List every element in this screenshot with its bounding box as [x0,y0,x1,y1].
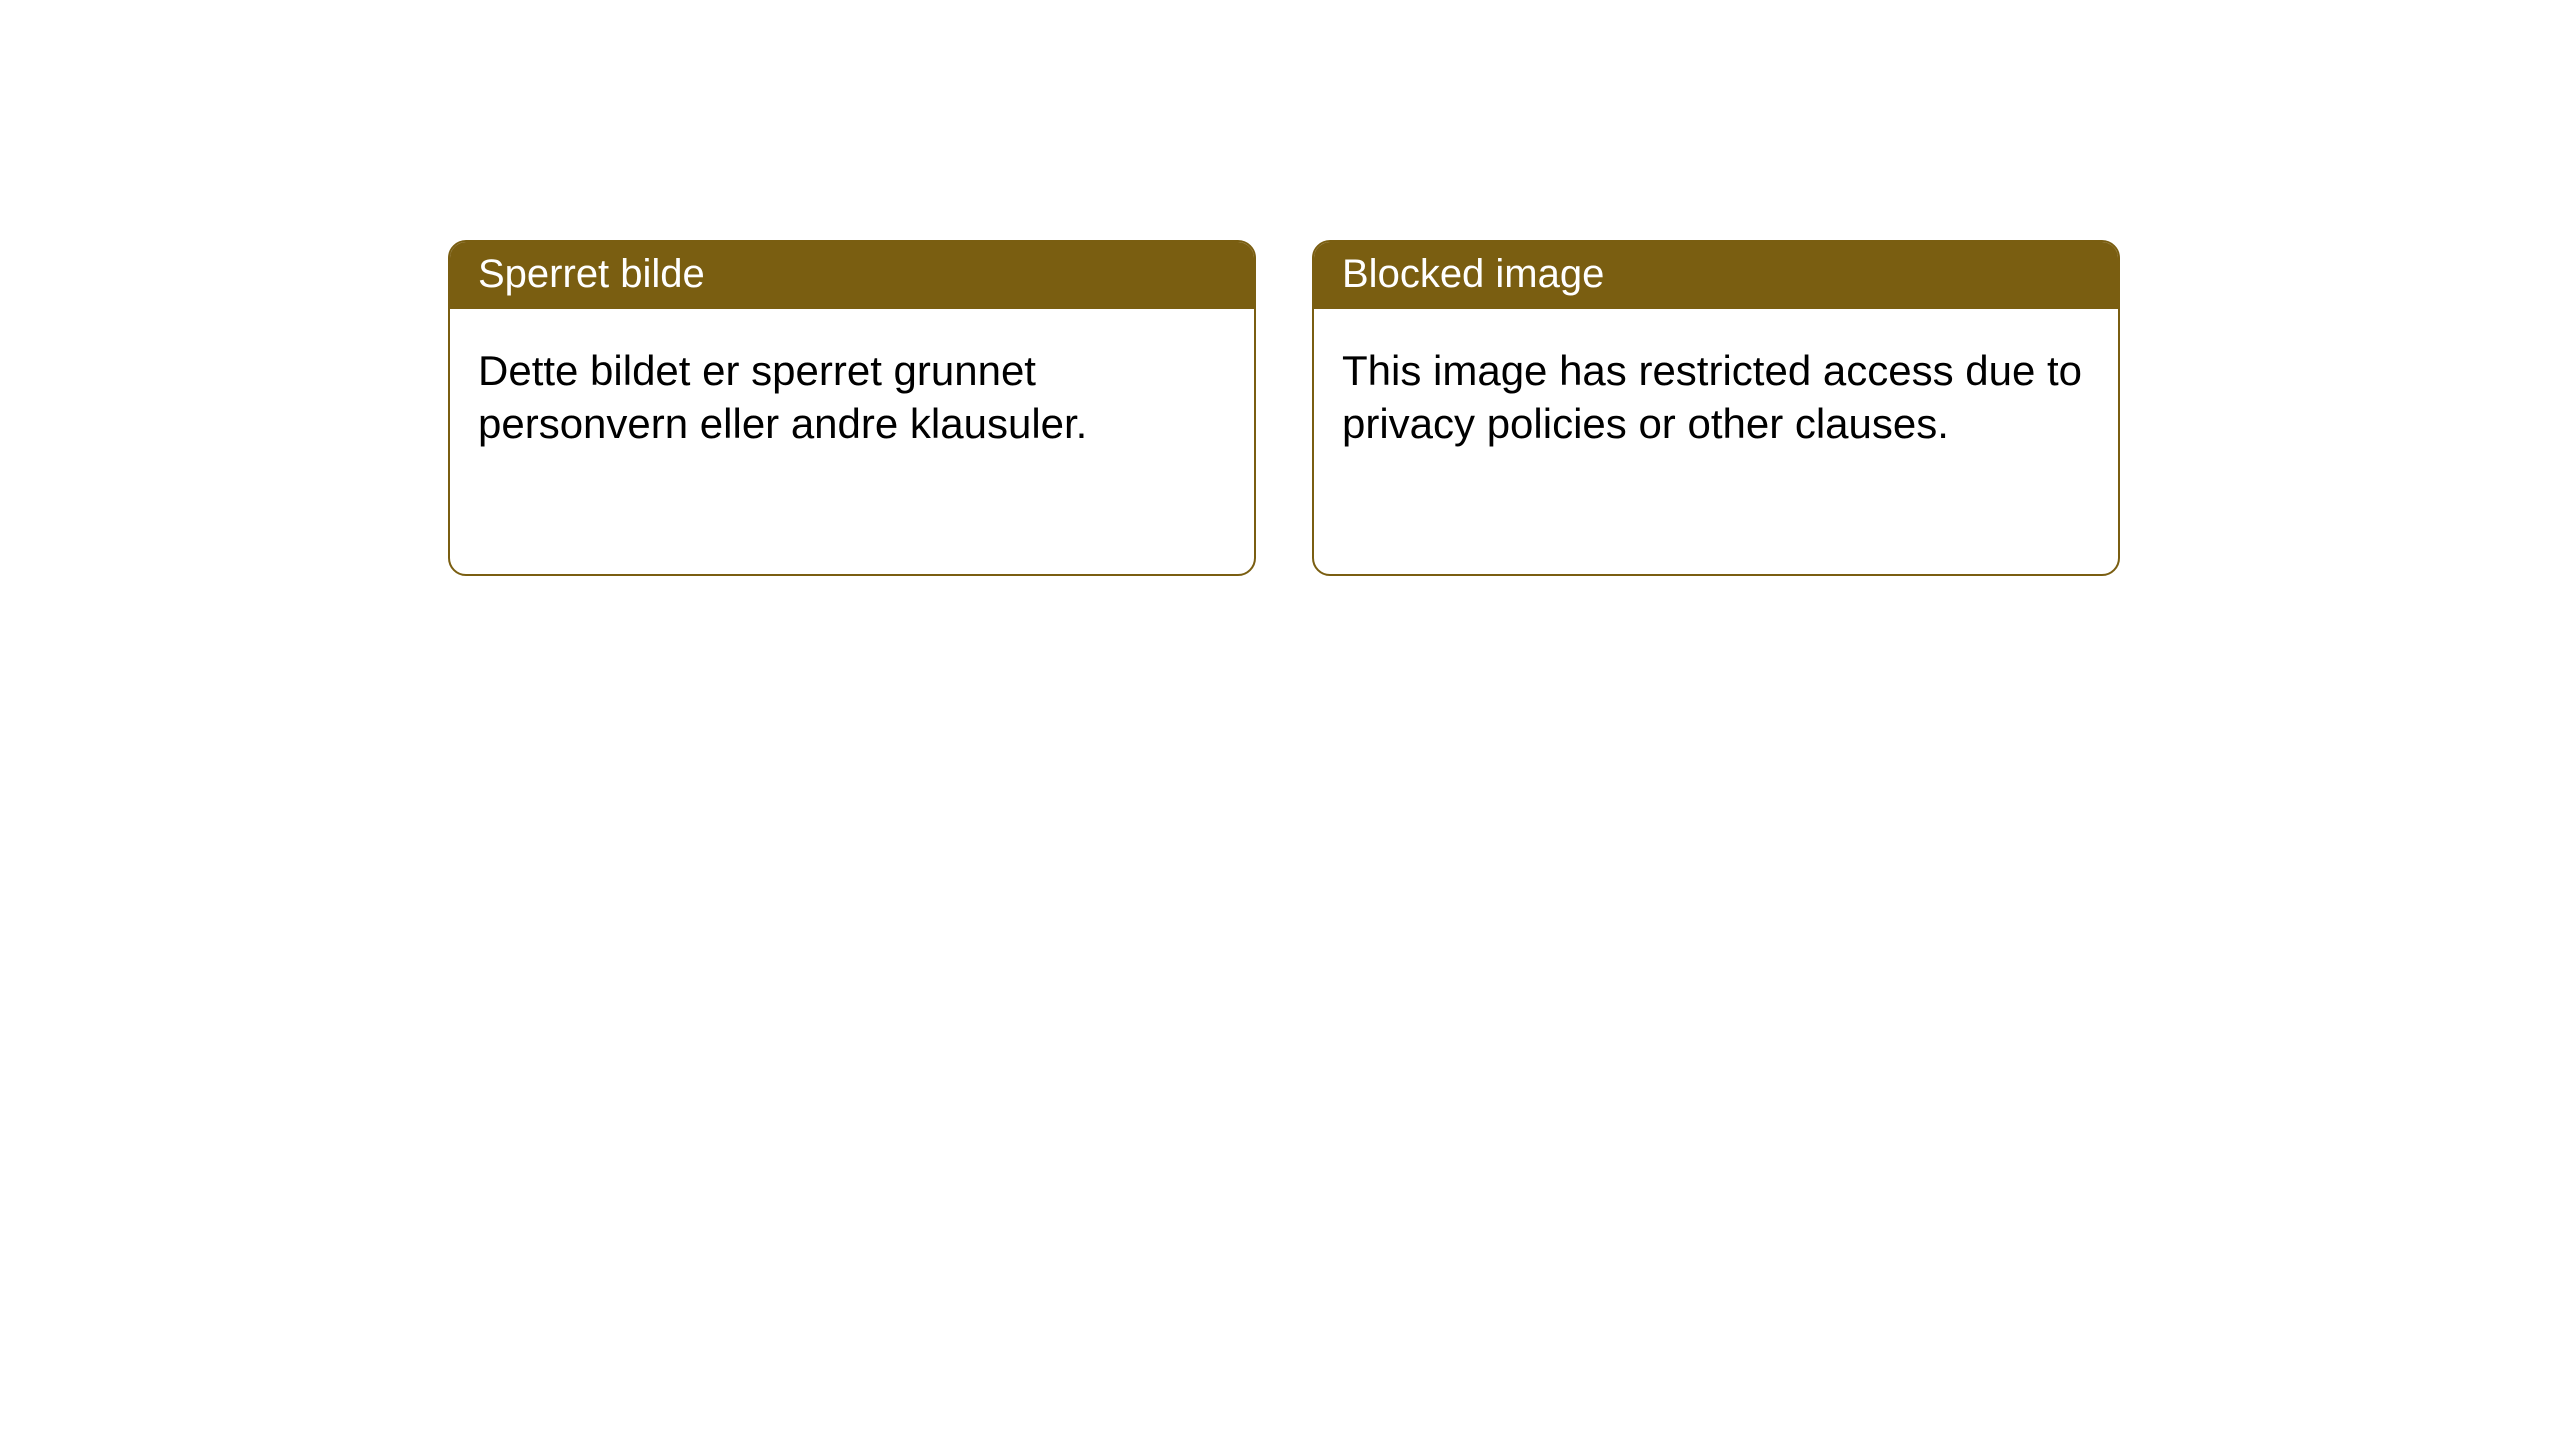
notice-card-body: Dette bildet er sperret grunnet personve… [450,309,1254,478]
notice-card-title: Sperret bilde [450,242,1254,309]
notice-card-body: This image has restricted access due to … [1314,309,2118,478]
notice-card-title: Blocked image [1314,242,2118,309]
notice-card-english: Blocked image This image has restricted … [1312,240,2120,576]
notice-cards-row: Sperret bilde Dette bildet er sperret gr… [448,240,2560,576]
notice-card-norwegian: Sperret bilde Dette bildet er sperret gr… [448,240,1256,576]
